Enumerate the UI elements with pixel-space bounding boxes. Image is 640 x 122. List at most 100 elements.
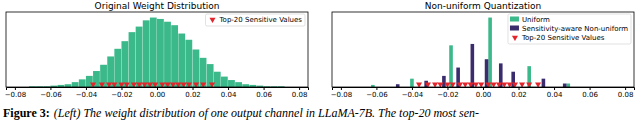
- tick: 0.08: [292, 87, 308, 99]
- histogram-bar: [221, 77, 228, 87]
- histogram-bar: [214, 72, 221, 87]
- sensitive-marker: [106, 82, 112, 87]
- sensitive-marker: [425, 82, 431, 87]
- tick-mark: [121, 87, 122, 90]
- tick-label: 0.08: [618, 91, 634, 99]
- x-axis: −0.08 −0.06 −0.04 −0.02 0.00 0.02 0.04 0.06 0.08: [5, 87, 309, 99]
- sensitive-marker: [501, 82, 507, 87]
- sensitive-marker: [181, 82, 187, 87]
- tick-mark: [483, 87, 484, 90]
- tick: 0.08: [618, 87, 634, 99]
- legend-label: Sensitivity-aware Non-uniform: [522, 25, 628, 33]
- sensitive-marker: [165, 82, 171, 87]
- tick: 0.04: [221, 87, 237, 99]
- axis-line: [7, 88, 309, 91]
- tick-mark: [193, 87, 194, 90]
- histogram-bar: [121, 41, 128, 87]
- sensitive-marker: [131, 82, 137, 87]
- histogram-bar: [129, 32, 136, 87]
- histogram-bar: [228, 80, 235, 87]
- caption: Figure 3:(Left) The weight distribution …: [3, 106, 479, 120]
- sensitive-marker: [478, 82, 484, 87]
- bar: [396, 84, 400, 87]
- legend-box: [508, 14, 631, 44]
- tick-mark: [412, 87, 413, 90]
- sensitive-marker: [209, 82, 215, 87]
- sensitive-marker: [468, 82, 474, 87]
- x-axis: −0.08−0.06−0.04−0.020.000.020.040.060.08: [331, 87, 635, 99]
- panel-1: Non-uniform Quantization−0.08−0.06−0.04−…: [331, 1, 635, 99]
- tick-mark: [590, 87, 591, 90]
- legend-marker: [510, 17, 519, 22]
- histogram-bar: [79, 79, 86, 87]
- tick: −0.02: [111, 87, 132, 99]
- title: Non-uniform Quantization: [425, 1, 541, 11]
- sensitive-marker: [124, 82, 130, 87]
- histogram-bar: [65, 84, 72, 87]
- sensitive-marker: [136, 82, 142, 87]
- sensitive-marker: [462, 82, 468, 87]
- tick-mark: [15, 87, 16, 90]
- tick-mark: [264, 87, 265, 90]
- tick-label: −0.08: [331, 91, 352, 99]
- sensitive-marker: [200, 82, 206, 87]
- tick-label: −0.04: [76, 91, 98, 99]
- frame: [332, 12, 634, 87]
- tick-label: 0.02: [511, 91, 527, 99]
- sensitive-marker: [90, 82, 96, 87]
- sensitive-marker: [159, 82, 165, 87]
- histogram-bar: [242, 84, 249, 87]
- tick-label: 0.06: [256, 91, 272, 99]
- sensitive-marker: [142, 82, 148, 87]
- tick: 0.02: [185, 87, 201, 99]
- tick: −0.04: [402, 87, 424, 99]
- tick: −0.06: [40, 87, 62, 99]
- histogram-bar: [200, 58, 207, 87]
- sensitive-marker: [111, 82, 117, 87]
- tick-label: 0.00: [476, 91, 492, 99]
- sensitive-marker: [519, 82, 525, 87]
- histogram-bar: [150, 18, 157, 87]
- histogram-bar: [185, 40, 192, 87]
- bar: [563, 84, 567, 87]
- sensitive-marker: [535, 82, 541, 87]
- tick-mark: [376, 87, 377, 90]
- sensitive-marker: [496, 82, 502, 87]
- tick-label: −0.06: [40, 91, 62, 99]
- sensitive-marker: [437, 82, 443, 87]
- tick: −0.04: [76, 87, 98, 99]
- histogram-bar: [171, 25, 178, 87]
- histogram-bar: [235, 82, 242, 87]
- legend-marker: [510, 26, 519, 31]
- tick-label: 0.00: [150, 91, 166, 99]
- sensitive-marker: [432, 82, 438, 87]
- sensitive-marker: [152, 82, 158, 87]
- tick: −0.08: [5, 87, 26, 99]
- legend-label: Top-20 Sensitive Values: [219, 16, 303, 24]
- sensitive-marker: [507, 82, 513, 87]
- bar: [488, 18, 492, 87]
- tick-label: −0.04: [402, 91, 424, 99]
- legend-label: Uniform: [522, 16, 550, 24]
- tick-label: −0.08: [5, 91, 26, 99]
- sensitive-marker: [485, 82, 491, 87]
- histogram-bar: [114, 49, 121, 87]
- title: Original Weight Distribution: [95, 1, 220, 11]
- tick: −0.08: [331, 87, 352, 99]
- tick-label: 0.08: [292, 91, 308, 99]
- sensitive-marker: [186, 82, 192, 87]
- tick-label: 0.06: [582, 91, 598, 99]
- histogram-bar: [164, 22, 171, 87]
- legend-marker: [512, 36, 518, 41]
- tick: 0.00: [150, 87, 166, 99]
- sensitive-marker: [491, 82, 497, 87]
- tick-mark: [519, 87, 520, 90]
- bar: [410, 79, 414, 87]
- tick: 0.06: [582, 87, 598, 99]
- figure: Original Weight Distribution−0.08−0.06−0…: [0, 0, 640, 122]
- sensitive-marker: [512, 82, 518, 87]
- sensitive-marker: [457, 82, 463, 87]
- legend-label: Top-20 Sensitive Values: [521, 34, 605, 42]
- sensitive-marker: [99, 82, 105, 87]
- bar: [442, 76, 446, 87]
